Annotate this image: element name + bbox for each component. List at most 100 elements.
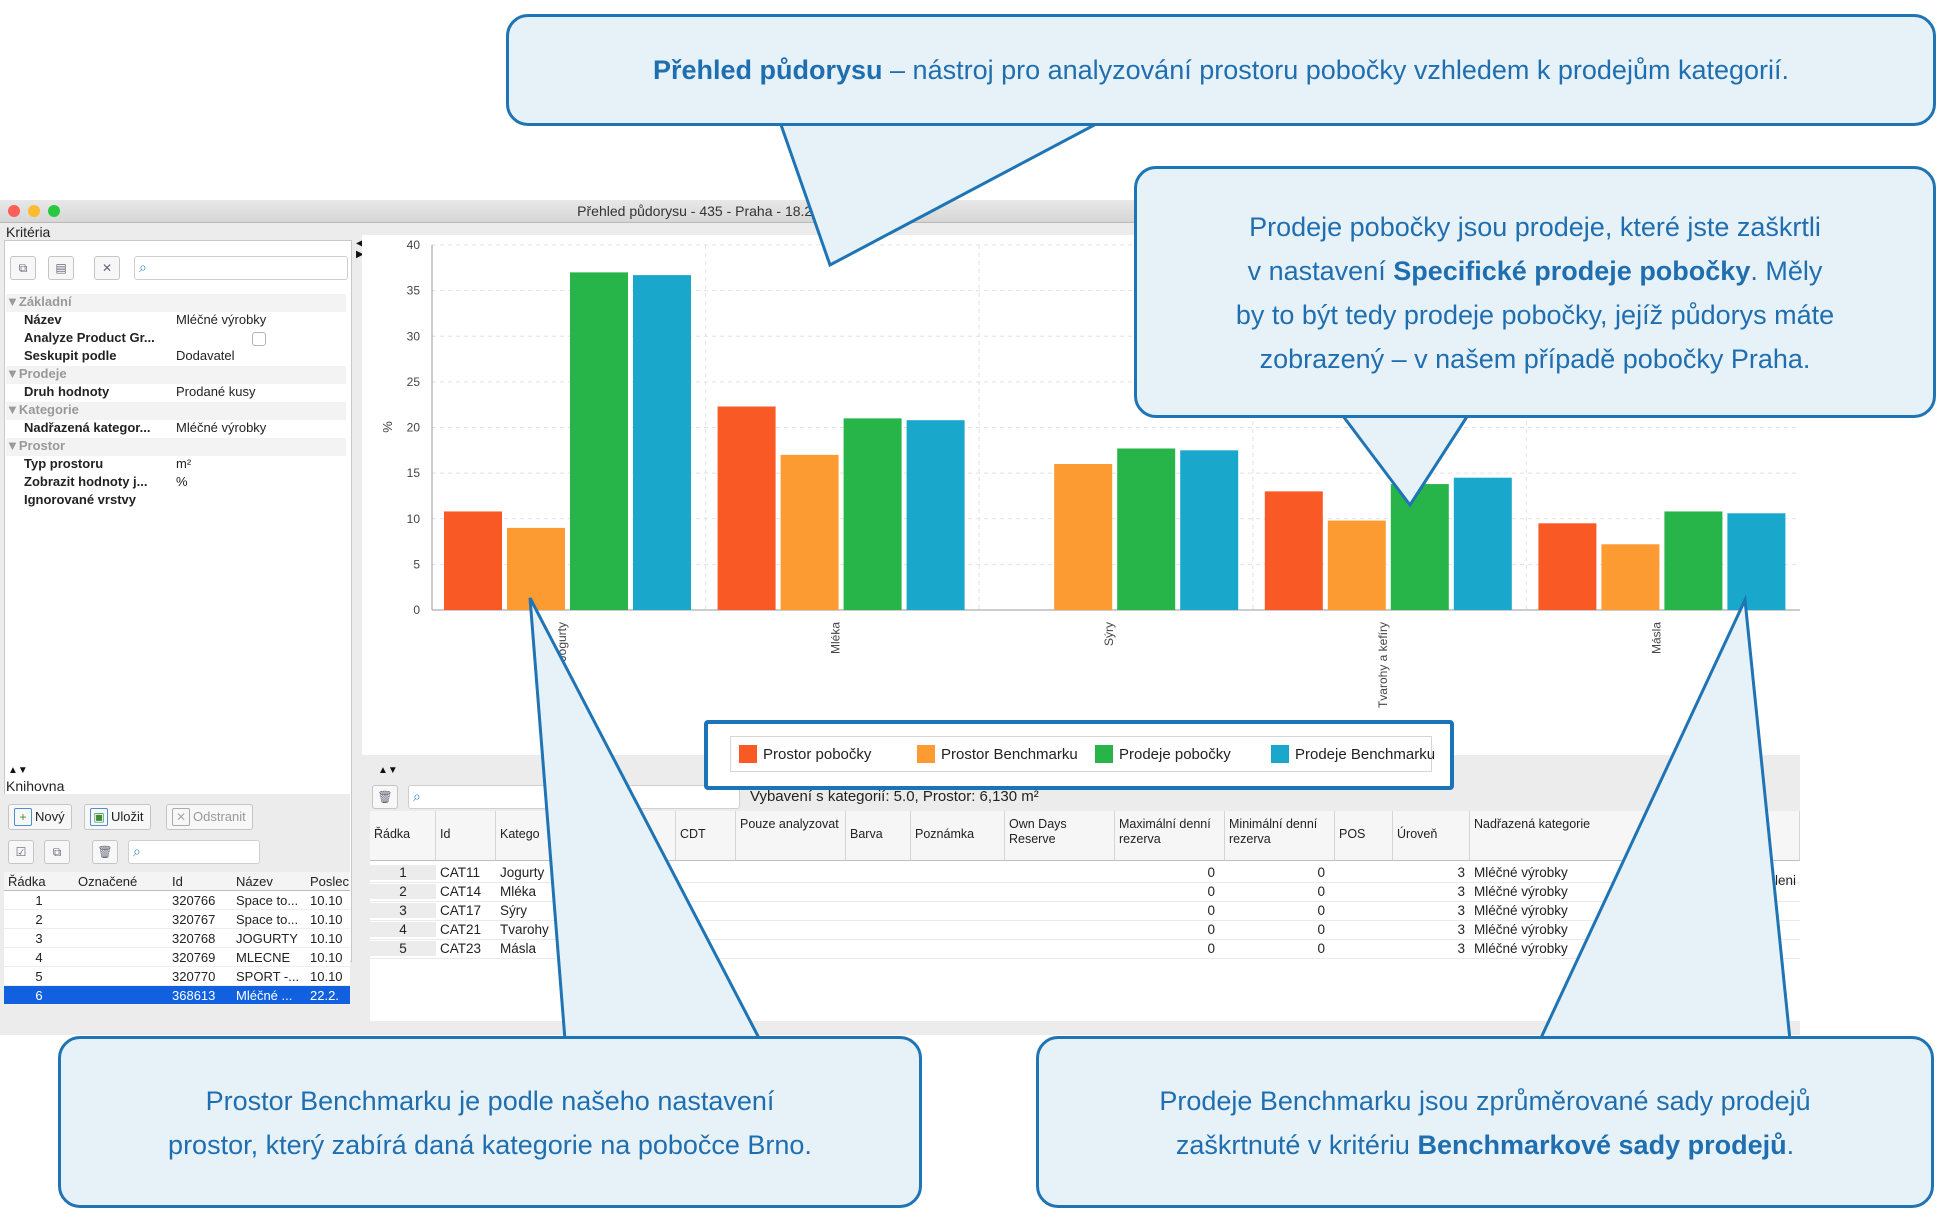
max-reserve: 0 bbox=[1207, 865, 1215, 880]
row-number: 2 bbox=[35, 912, 43, 927]
property-value[interactable]: % bbox=[176, 474, 188, 489]
collapse-table-icon[interactable]: ▲▼ bbox=[378, 765, 398, 776]
library-name: Space to... bbox=[236, 893, 299, 908]
min-reserve: 0 bbox=[1317, 865, 1325, 880]
library-id: 320768 bbox=[172, 931, 216, 946]
collapse-library-icon[interactable]: ▲▼ bbox=[8, 765, 28, 776]
library-row[interactable]: 1 320766 Space to... 10.10 bbox=[4, 891, 350, 910]
library-search-input[interactable]: ⌕ bbox=[128, 840, 260, 864]
legend-item-prostor-pobocky: Prostor pobočky bbox=[739, 745, 871, 763]
level: 3 bbox=[1457, 865, 1465, 880]
library-last: 10.10 bbox=[310, 893, 343, 908]
right-callout-line: by to být tedy prodeje pobočky, jejíž pů… bbox=[1235, 300, 1835, 330]
legend-swatch bbox=[1095, 745, 1113, 763]
br-callout-text: . bbox=[1786, 1130, 1795, 1160]
trash-icon[interactable]: 🗑 bbox=[92, 840, 118, 864]
row-number: 4 bbox=[35, 950, 43, 965]
criteria-property[interactable]: Zobrazit hodnoty j...% bbox=[6, 474, 346, 492]
library-id: 320770 bbox=[172, 969, 216, 984]
export-icon[interactable]: ☑ bbox=[8, 840, 34, 864]
column-header[interactable]: Barva bbox=[846, 811, 911, 861]
group-name: Prostor bbox=[18, 438, 66, 453]
column-header[interactable]: Poznámka bbox=[911, 811, 1005, 861]
close-window-icon[interactable] bbox=[8, 205, 20, 217]
trash-icon[interactable]: 🗑 bbox=[372, 785, 398, 809]
library-row[interactable]: 2 320767 Space to... 10.10 bbox=[4, 910, 350, 929]
bar-0-1 bbox=[507, 527, 565, 610]
criteria-property[interactable]: Nadřazená kategor... Mléčné výrobky bbox=[6, 420, 346, 438]
bar-0-3 bbox=[633, 275, 691, 610]
level: 3 bbox=[1457, 903, 1465, 918]
collapse-left-icon[interactable]: ◀ ▶ bbox=[356, 238, 364, 260]
top-callout-pointer bbox=[777, 120, 1101, 268]
category-id: CAT17 bbox=[440, 903, 482, 918]
right-callout: Prodeje pobočky jsou prodeje, které jste… bbox=[1134, 166, 1936, 418]
import-icon[interactable]: ⧉ bbox=[44, 840, 70, 864]
criteria-property[interactable]: Název Mléčné výrobky bbox=[6, 312, 346, 330]
criteria-search-input[interactable]: ⌕ bbox=[134, 256, 348, 280]
max-reserve: 0 bbox=[1207, 903, 1215, 918]
column-header[interactable]: POS bbox=[1335, 811, 1393, 861]
clear-icon[interactable]: ✕ bbox=[94, 256, 120, 280]
col-header[interactable]: Id bbox=[172, 874, 183, 889]
copy-icon[interactable]: ⧉ bbox=[10, 256, 36, 280]
criteria-group[interactable]: ▼Prostor bbox=[6, 438, 346, 456]
property-key: Zobrazit hodnoty j... bbox=[24, 474, 148, 489]
library-row[interactable]: 4 320769 MLECNE 10.10 bbox=[4, 948, 350, 967]
criteria-property[interactable]: Ignorované vrstvy bbox=[6, 492, 346, 510]
x-tick-label: Mléka bbox=[829, 622, 843, 654]
row-number: 5 bbox=[370, 941, 436, 956]
property-value[interactable]: Mléčné výrobky bbox=[176, 312, 267, 327]
analyze-checkbox[interactable] bbox=[252, 332, 266, 346]
x-tick-label: Másla bbox=[1649, 622, 1663, 654]
library-row[interactable]: 6 368613 Mléčné ... 22.2. bbox=[4, 986, 350, 1005]
new-button[interactable]: + Nový bbox=[8, 804, 72, 830]
criteria-group[interactable]: ▼Kategorie bbox=[6, 402, 346, 420]
column-header[interactable]: Minimální denní rezerva bbox=[1225, 811, 1335, 861]
property-value[interactable]: m² bbox=[176, 456, 192, 471]
minimize-window-icon[interactable] bbox=[28, 205, 40, 217]
column-header[interactable]: Own Days Reserve bbox=[1005, 811, 1115, 861]
y-tick-label: 40 bbox=[407, 238, 421, 252]
criteria-property[interactable]: Druh hodnoty Prodané kusy bbox=[6, 384, 346, 402]
criteria-property[interactable]: Typ prostoru m² bbox=[6, 456, 346, 474]
library-row[interactable]: 3 320768 JOGURTY 10.10 bbox=[4, 929, 350, 948]
column-header[interactable]: Id bbox=[436, 811, 496, 861]
criteria-group[interactable]: ▼Prodeje bbox=[6, 366, 346, 384]
bar-4-2 bbox=[1664, 511, 1723, 610]
column-header[interactable]: Řádka bbox=[370, 811, 436, 861]
bl-callout-line: prostor, který zabírá daná kategorie na … bbox=[168, 1130, 812, 1160]
search-icon: ⌕ bbox=[413, 788, 421, 804]
col-header[interactable]: Název bbox=[236, 874, 273, 889]
column-header[interactable]: CDT bbox=[676, 811, 736, 861]
library-row[interactable]: 5 320770 SPORT -... 10.10 bbox=[4, 967, 350, 986]
criteria-group[interactable]: ▼Základní bbox=[6, 294, 346, 312]
column-header[interactable]: Úroveň bbox=[1393, 811, 1470, 861]
paste-icon[interactable]: ▤ bbox=[48, 256, 74, 280]
library-last: 22.2. bbox=[310, 988, 339, 1003]
row-number: 1 bbox=[35, 893, 43, 908]
property-value[interactable]: Prodané kusy bbox=[176, 384, 256, 399]
remove-button[interactable]: ✕ Odstranit bbox=[166, 804, 253, 830]
column-header[interactable]: Maximální denní rezerva bbox=[1115, 811, 1225, 861]
y-tick-label: 0 bbox=[413, 603, 420, 617]
criteria-property[interactable]: Analyze Product Gr... bbox=[6, 330, 346, 348]
col-header[interactable]: Poslec bbox=[310, 874, 350, 889]
column-header[interactable]: Pouze analyzovat bbox=[736, 811, 846, 861]
col-header[interactable]: Řádka bbox=[8, 874, 46, 889]
zoom-window-icon[interactable] bbox=[48, 205, 60, 217]
criteria-property[interactable]: Seskupit podle Dodavatel bbox=[6, 348, 346, 366]
property-value[interactable]: Mléčné výrobky bbox=[176, 420, 267, 435]
y-tick-label: 10 bbox=[407, 512, 421, 526]
right-callout-pointer bbox=[1336, 410, 1473, 508]
property-value[interactable]: Dodavatel bbox=[176, 348, 235, 363]
property-key: Ignorované vrstvy bbox=[24, 492, 136, 507]
col-header[interactable]: Označené bbox=[78, 874, 138, 889]
save-button[interactable]: ▣ Uložit bbox=[84, 804, 151, 830]
